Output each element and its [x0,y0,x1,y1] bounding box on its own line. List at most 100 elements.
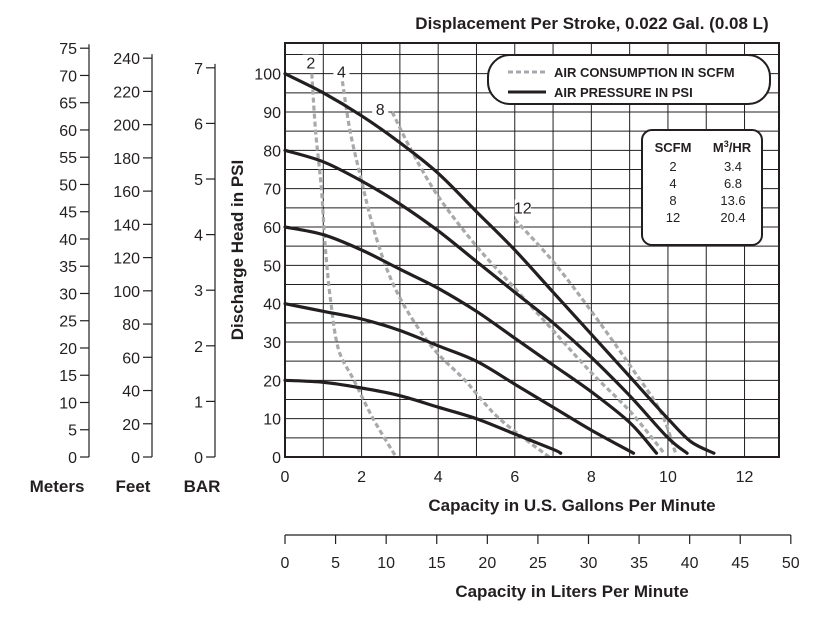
chart-title: Displacement Per Stroke, 0.022 Gal. (0.0… [415,14,768,33]
bar-tick-label: 3 [194,283,203,300]
conversion-table-frame [641,129,763,246]
meters-tick-label: 50 [59,177,77,194]
y-tick-label: 100 [254,67,281,84]
meters-tick-label: 0 [68,450,77,467]
liters-tick-label: 5 [331,555,340,572]
x-axis-label: Capacity in U.S. Gallons Per Minute [428,496,715,515]
feet-tick-label: 200 [113,118,140,135]
y-axis-psi: 0 10 20 30 40 50 60 70 80 90 100 [254,67,281,467]
liters-tick-label: 10 [377,555,395,572]
x-tick-label: 2 [357,469,366,486]
x-tick-label: 4 [434,469,443,486]
pressure-curve-1 [283,72,716,455]
liters-axis-label: Capacity in Liters Per Minute [455,582,688,601]
y-tick-label: 30 [263,335,281,352]
liters-tick-label: 45 [731,555,749,572]
liters-tick-label: 15 [428,555,446,572]
meters-tick-label: 20 [59,341,77,358]
x-tick-label: 0 [281,469,290,486]
bar-tick-label: 6 [194,116,203,133]
liters-tick-label: 35 [630,555,648,572]
scfm-label-backdrop [372,101,389,118]
feet-tick-label: 100 [113,284,140,301]
conversion-m3hr-cell: 20.4 [720,210,745,225]
feet-tick-label: 220 [113,84,140,101]
feet-tick-label: 240 [113,51,140,68]
feet-tick-label: 0 [131,450,140,467]
scfm-label-backdrop [302,54,319,72]
meters-tick-label: 35 [59,259,77,276]
liters-tick-label: 20 [478,555,496,572]
y-tick-label: 80 [263,143,281,160]
y-axis-label: Discharge Head in PSI [228,160,247,340]
liters-tick-label: 50 [782,555,800,572]
y-tick-label: 60 [263,220,281,237]
left-unit-axes: 0510152025303540455055606570750204060801… [59,41,216,467]
conversion-table: SCFM M3/HR 2 3.4 4 6.8 8 13.6 12 20.4 [641,129,763,246]
y-tick-label: 0 [272,450,281,467]
plot-frame [284,42,780,458]
legend-air-consumption: AIR CONSUMPTION IN SCFM [554,65,735,80]
feet-tick-label: 160 [113,184,140,201]
feet-axis-label: Feet [116,477,151,496]
y-tick-label: 70 [263,182,281,199]
meters-tick-label: 70 [59,68,77,85]
meters-tick-label: 5 [68,423,77,440]
meters-tick-label: 10 [59,395,77,412]
x-tick-label: 10 [659,469,677,486]
y-tick-label: 40 [263,297,281,314]
x-tick-label: 12 [736,469,754,486]
conversion-m3hr-cell: 13.6 [720,193,745,208]
bar-tick-label: 0 [194,450,203,467]
feet-tick-label: 40 [122,384,140,401]
scfm-label-backdrop [514,199,531,217]
pressure-curve-2 [283,148,689,455]
liters-tick-label: 25 [529,555,547,572]
conversion-scfm-cell: 12 [666,210,680,225]
bar-tick-label: 7 [194,61,203,78]
scfm-curve-8 [390,111,666,455]
meters-tick-label: 40 [59,232,77,249]
meters-tick-label: 30 [59,286,77,303]
x-axis-liters: 0 5 10 15 20 25 30 35 40 45 50 [281,534,800,572]
legend: AIR CONSUMPTION IN SCFM AIR PRESSURE IN … [487,54,771,105]
feet-tick-label: 180 [113,151,140,168]
pressure-curve-4 [283,302,636,455]
bar-axis-label: BAR [184,477,221,496]
x-axis-gpm: 0 2 4 6 8 10 12 [281,469,754,486]
bar-tick-label: 5 [194,172,203,189]
scfm-label-4: 4 [337,64,346,81]
legend-frame [487,54,771,105]
conversion-header-scfm: SCFM [655,140,692,155]
pressure-curve-3 [283,225,659,455]
x-tick-label: 8 [587,469,596,486]
meters-tick-label: 75 [59,41,77,58]
legend-air-pressure: AIR PRESSURE IN PSI [554,85,693,100]
meters-tick-label: 55 [59,150,77,167]
meters-axis-label: Meters [30,477,85,496]
liters-tick-label: 40 [681,555,699,572]
conversion-scfm-cell: 2 [669,159,676,174]
y-tick-label: 20 [263,373,281,390]
pressure-curve-5 [283,378,563,455]
conversion-m3hr-cell: 3.4 [724,159,742,174]
meters-tick-label: 45 [59,205,77,222]
meters-tick-label: 25 [59,314,77,331]
scfm-label-backdrop [333,63,350,81]
meters-tick-label: 65 [59,96,77,113]
scfm-label-12: 12 [514,200,532,217]
conversion-scfm-cell: 8 [669,193,676,208]
liters-tick-label: 0 [281,555,290,572]
bar-tick-label: 4 [194,228,203,245]
bar-tick-label: 2 [194,339,203,356]
scfm-curve-2 [310,73,398,458]
scfm-label-2: 2 [306,56,315,73]
scfm-curve-4 [340,81,551,459]
feet-tick-label: 120 [113,251,140,268]
y-tick-label: 50 [263,258,281,275]
meters-tick-label: 15 [59,368,77,385]
liters-tick-label: 30 [580,555,598,572]
meters-tick-label: 60 [59,123,77,140]
feet-tick-label: 20 [122,417,140,434]
